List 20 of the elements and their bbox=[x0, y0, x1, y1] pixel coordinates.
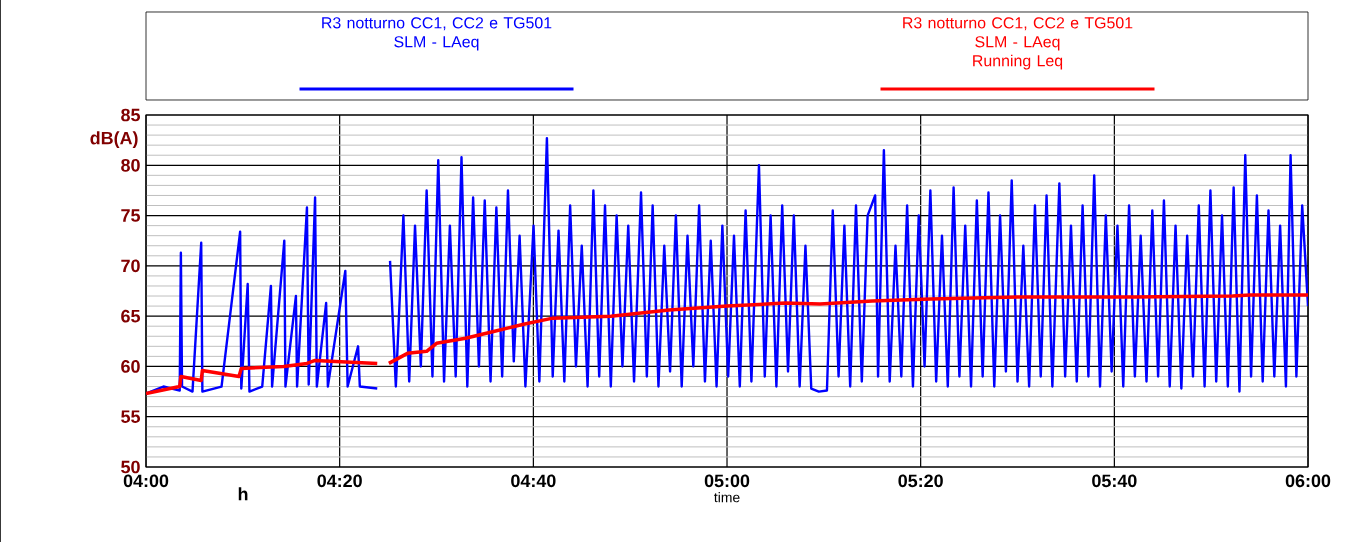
y-tick-label: 75 bbox=[121, 209, 140, 222]
x-tick-label: 05:20 bbox=[898, 474, 943, 488]
x-tick-label: 04:20 bbox=[317, 474, 362, 488]
y-tick-label: 65 bbox=[121, 309, 140, 323]
x-axis-title: time bbox=[714, 492, 740, 503]
x-tick-label: 05:40 bbox=[1092, 474, 1137, 488]
y-tick-label: 85 bbox=[121, 108, 140, 122]
y-tick-label: 50 bbox=[121, 460, 140, 474]
y-axis-title: dB(A) bbox=[90, 131, 138, 148]
text: R3 notturno CC1, CC2 e TG501 SLM - LAeq Running Leq bbox=[903, 17, 1133, 70]
x-tick-label: 05:00 bbox=[704, 474, 750, 488]
y-tick-label: 60 bbox=[121, 360, 140, 373]
text: h bbox=[238, 487, 248, 501]
x-tick-label: 04:40 bbox=[511, 474, 556, 488]
text: R3 notturno CC1, CC2 e TG501 SLM - LAeq bbox=[322, 17, 552, 51]
y-tick-label: 55 bbox=[121, 410, 140, 423]
x-tick-label: 06:00 bbox=[1285, 474, 1331, 488]
y-tick-label: 80 bbox=[121, 158, 140, 172]
y-tick-label: 70 bbox=[121, 259, 140, 273]
x-tick-label: 04:00 bbox=[123, 474, 169, 488]
